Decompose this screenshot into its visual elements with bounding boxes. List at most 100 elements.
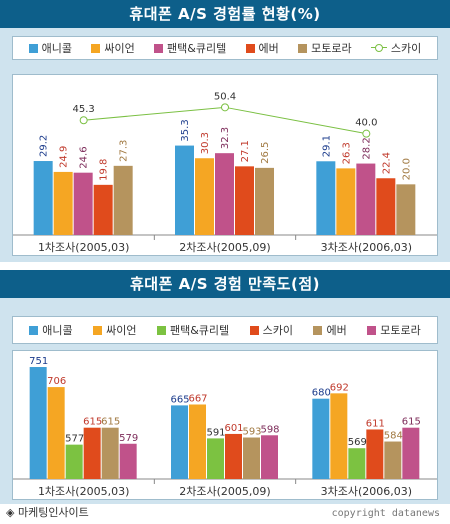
category-label: 3차조사(2006,03) [321,485,412,498]
bar-value-label: 35.3 [180,119,191,141]
bar-애니콜 [171,405,188,479]
legend-label: 싸이언 [104,42,135,55]
legend-label: 팬택&큐리텔 [169,324,230,337]
bar-에버 [384,441,402,479]
legend-swatch [29,325,39,335]
line-value-label: 40.0 [355,118,377,129]
chart1-title: 휴대폰 A/S 경험률 현황(%) [0,0,450,28]
bar-value-label: 577 [65,434,84,445]
legend-item: 팬택&큐리텔 [156,322,230,338]
bar-value-label: 27.1 [240,140,251,162]
legend-label: 스카이 [262,324,293,337]
bar-팬택&큐리텔 [73,172,93,235]
bar-value-label: 26.5 [260,142,271,164]
legend-label: 에버 [326,324,347,337]
category-label: 2차조사(2005,09) [179,241,270,254]
chart2-title: 휴대폰 A/S 경험 만족도(점) [0,270,450,298]
chart1-svg: 29.2 24.9 24.6 19.8 27.3 1차조사(2005,03) 35.3 30.… [13,91,437,254]
bar-팬택&큐리텔 [207,438,224,479]
bar-에버 [243,437,260,479]
line-value-label: 45.3 [73,104,95,115]
line-point [79,116,88,125]
bar-모토로라 [119,443,137,479]
bar-싸이언 [47,387,65,479]
bar-value-label: 569 [348,437,367,448]
legend-item: 모토로라 [367,322,421,338]
legend-label: 에버 [258,42,279,55]
legend-label: 모토로라 [311,42,352,55]
chart1-panel: 애니콜 싸이언 팬택&큐리텔 에버 모토로라 스카이 29.2 24.9 24.6 19.8 27… [0,28,450,262]
bar-싸이언 [336,168,356,235]
bar-애니콜 [316,161,336,235]
bar-value-label: 29.1 [321,135,332,157]
bar-value-label: 751 [29,356,48,367]
bar-애니콜 [29,367,47,479]
bar-value-label: 615 [402,417,421,428]
line-point [221,103,229,112]
bar-value-label: 601 [224,423,243,434]
legend-item: 싸이언 [91,40,135,56]
bar-value-label: 706 [47,376,66,387]
bar-value-label: 29.2 [39,135,50,157]
bar-value-label: 591 [206,427,225,438]
bar-value-label: 665 [170,394,189,405]
bar-value-label: 579 [119,433,138,444]
bar-value-label: 611 [366,418,385,429]
chart2-panel: 애니콜 싸이언 팬택&큐리텔 스카이 에버 모토로라 751 706 577 615 615 579… [0,298,450,504]
chart1-legend: 애니콜 싸이언 팬택&큐리텔 에버 모토로라 스카이 [12,36,438,60]
bar-애니콜 [312,398,330,479]
bar-value-label: 22.4 [381,152,392,174]
bar-싸이언 [330,393,348,479]
bar-에버 [93,184,113,235]
legend-label: 싸이언 [106,324,137,337]
legend-swatch [91,43,101,53]
bar-에버 [376,178,396,235]
line-value-label: 50.4 [214,91,236,102]
legend-label: 팬택&큐리텔 [167,42,227,55]
bar-에버 [101,427,119,479]
bar-value-label: 24.9 [59,146,70,168]
bar-value-label: 32.3 [220,127,231,149]
bar-팬택&큐리텔 [348,448,366,479]
legend-item: 애니콜 [29,322,73,338]
chart2-plot-area: 751 706 577 615 615 579 1차조사(2005,03) 665 667 591… [12,350,438,500]
bar-value-label: 20.0 [401,158,412,180]
copyright-label: copyright datanews [331,508,440,519]
line-point [362,129,371,138]
bar-스카이 [225,433,242,479]
bar-싸이언 [195,158,214,235]
bar-싸이언 [189,404,206,479]
chart2-legend: 애니콜 싸이언 팬택&큐리텔 스카이 에버 모토로라 [12,316,438,344]
bar-value-label: 598 [260,424,279,435]
legend-label: 스카이 [390,42,422,55]
bar-싸이언 [53,171,73,235]
legend-swatch [245,43,255,53]
bar-value-label: 24.6 [79,146,90,168]
bar-모토로라 [113,165,133,235]
bar-value-label: 28.2 [361,137,372,159]
legend-item: 스카이 [370,40,422,56]
bar-value-label: 593 [242,427,261,438]
bar-스카이 [366,429,384,479]
bar-팬택&큐리텔 [356,163,376,235]
legend-swatch [28,43,38,53]
legend-label: 모토로라 [380,324,421,337]
bar-모토로라 [402,427,420,479]
bar-value-label: 667 [188,393,207,404]
bar-애니콜 [33,161,53,235]
legend-swatch [298,43,308,53]
bar-팬택&큐리텔 [65,444,83,479]
bar-value-label: 30.3 [200,132,211,154]
category-label: 1차조사(2005,03) [38,241,129,254]
legend-item: 모토로라 [298,40,352,56]
bar-애니콜 [175,145,194,235]
chart2-svg: 7517065776156155791차조사(2005,03)665667591… [13,356,437,498]
chart1-plot-area: 29.2 24.9 24.6 19.8 27.3 1차조사(2005,03) 35.3 30.… [12,74,438,256]
bar-value-label: 27.3 [119,140,130,162]
bar-value-label: 680 [312,388,331,399]
category-label: 2차조사(2005,09) [179,485,270,498]
legend-swatch [93,325,103,335]
legend-swatch [367,325,377,335]
category-label: 1차조사(2005,03) [38,485,129,498]
legend-label: 애니콜 [42,324,73,337]
